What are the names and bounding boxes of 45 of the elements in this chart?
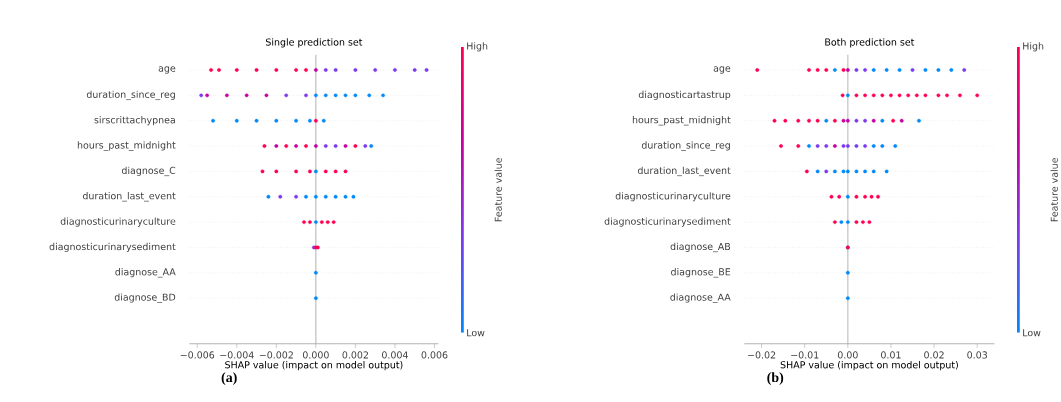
x-tick-label: −0.004 xyxy=(220,351,254,359)
y-tick-label: diagnosticurinaryculture xyxy=(60,217,176,227)
x-tick-label: 0.02 xyxy=(924,351,944,359)
text: High xyxy=(1023,42,1044,52)
y-tick-label: diagnosticurinarysediment xyxy=(604,217,731,227)
y-tick-label: diagnose_AA xyxy=(115,268,176,278)
chart-title: Single prediction set xyxy=(265,38,363,48)
x-tick-label: 0.004 xyxy=(382,351,408,359)
text: Low xyxy=(1023,329,1041,337)
color-bar-title: Feature value xyxy=(494,158,502,222)
x-axis-title: SHAP value (impact on model output) xyxy=(780,361,958,371)
text: High xyxy=(467,42,488,52)
x-tick-label: −0.002 xyxy=(259,351,293,359)
x-tick-label: 0.00 xyxy=(837,351,858,359)
y-tick-label: hours_past_midnight xyxy=(77,141,176,151)
x-tick-label: −0.02 xyxy=(748,351,776,359)
y-tick-label: diagnosticurinarysediment xyxy=(49,243,176,253)
y-tick-label: diagnose_BE xyxy=(671,268,731,278)
x-tick-label: −0.01 xyxy=(791,351,819,359)
text: (b) xyxy=(767,372,784,386)
x-axis-title: SHAP value (impact on model output) xyxy=(225,361,403,371)
y-tick-label: age xyxy=(713,66,731,74)
color-bar-title: Feature value xyxy=(1050,158,1058,222)
x-tick-label: 0.002 xyxy=(342,351,368,359)
x-tick-label: 0.000 xyxy=(302,351,329,359)
y-tick-label: duration_since_reg xyxy=(641,141,730,151)
x-tick-label: 0.03 xyxy=(967,351,987,359)
y-tick-label: duration_last_event xyxy=(637,166,731,177)
y-tick-label: duration_since_reg xyxy=(86,90,175,101)
chart-title: Both prediction set xyxy=(825,38,915,48)
x-tick-label: −0.006 xyxy=(180,351,215,359)
y-tick-label: sirscrittachypnea xyxy=(94,116,175,126)
y-tick-label: hours_past_midnight xyxy=(632,116,731,126)
y-tick-label: age xyxy=(158,66,176,74)
y-tick-label: diagnose_BD xyxy=(114,293,176,304)
text: (a) xyxy=(221,372,237,386)
x-tick-label: 0.01 xyxy=(881,351,901,359)
y-tick-label: duration_last_event xyxy=(82,192,176,202)
y-tick-label: diagnose_C xyxy=(121,166,176,177)
text: Low xyxy=(467,329,485,337)
y-tick-label: diagnosticurinaryculture xyxy=(615,192,731,202)
x-tick-label: 0.006 xyxy=(421,351,448,359)
y-tick-label: diagnose_AA xyxy=(670,293,731,304)
y-tick-label: diagnosticartastrup xyxy=(638,91,731,101)
y-tick-label: diagnose_AB xyxy=(670,242,731,253)
